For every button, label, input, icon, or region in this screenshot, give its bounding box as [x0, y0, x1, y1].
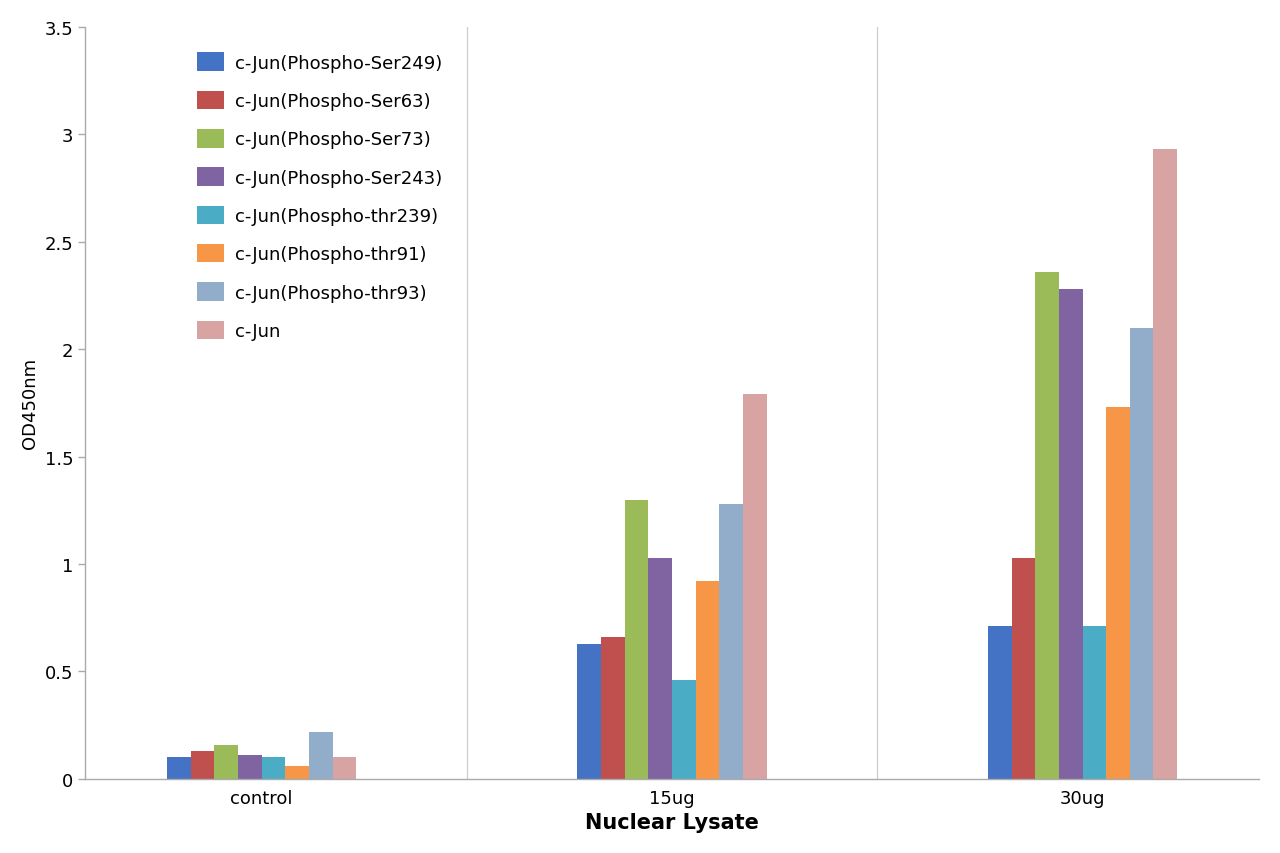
Bar [742, 395, 767, 779]
Y-axis label: OD450nm: OD450nm [20, 358, 38, 449]
Bar [1083, 627, 1106, 779]
Bar [1130, 328, 1153, 779]
Bar [625, 500, 649, 779]
Bar [1011, 558, 1036, 779]
Bar [166, 757, 191, 779]
Bar [1059, 290, 1083, 779]
Bar [672, 680, 696, 779]
Bar [1106, 408, 1130, 779]
Legend: c-Jun(Phospho-Ser249), c-Jun(Phospho-Ser63), c-Jun(Phospho-Ser73), c-Jun(Phospho: c-Jun(Phospho-Ser249), c-Jun(Phospho-Ser… [188, 44, 451, 350]
Bar [261, 757, 285, 779]
X-axis label: Nuclear Lysate: Nuclear Lysate [585, 812, 759, 833]
Bar [1036, 272, 1059, 779]
Bar [577, 644, 602, 779]
Bar [988, 627, 1011, 779]
Bar [191, 751, 214, 779]
Bar [1153, 150, 1178, 779]
Bar [649, 558, 672, 779]
Bar [214, 745, 238, 779]
Bar [238, 756, 261, 779]
Bar [333, 757, 356, 779]
Bar [308, 732, 333, 779]
Bar [719, 504, 742, 779]
Bar [602, 637, 625, 779]
Bar [285, 766, 308, 779]
Bar [696, 582, 719, 779]
